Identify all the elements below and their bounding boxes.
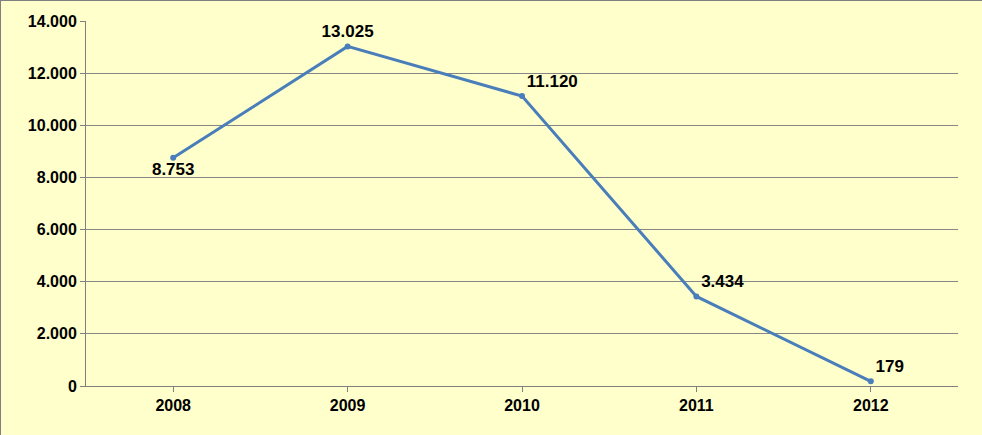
svg-text:13.025: 13.025 [322, 22, 374, 41]
svg-text:14.000: 14.000 [28, 13, 77, 30]
svg-text:2010: 2010 [504, 397, 540, 414]
svg-text:4.000: 4.000 [37, 273, 77, 290]
svg-text:8.753: 8.753 [152, 160, 195, 179]
svg-text:0: 0 [68, 378, 77, 395]
svg-text:2008: 2008 [155, 397, 191, 414]
svg-text:10.000: 10.000 [28, 117, 77, 134]
svg-text:2.000: 2.000 [37, 325, 77, 342]
svg-text:11.120: 11.120 [527, 72, 578, 91]
svg-text:6.000: 6.000 [37, 221, 77, 238]
svg-text:2011: 2011 [679, 397, 714, 414]
svg-text:179: 179 [876, 357, 904, 376]
svg-text:3.434: 3.434 [701, 272, 744, 291]
svg-text:12.000: 12.000 [28, 65, 77, 82]
svg-text:8.000: 8.000 [37, 169, 77, 186]
svg-text:2012: 2012 [853, 397, 889, 414]
svg-text:2009: 2009 [330, 397, 366, 414]
